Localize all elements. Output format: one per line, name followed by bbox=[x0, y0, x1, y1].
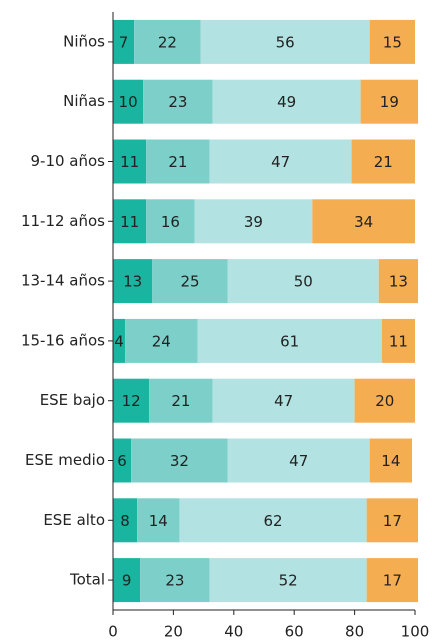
x-tick-label: 0 bbox=[108, 623, 118, 641]
bar-segment bbox=[113, 19, 135, 64]
bar-segment bbox=[194, 199, 313, 244]
data-label: 21 bbox=[168, 153, 187, 171]
data-label: 14 bbox=[381, 452, 400, 470]
data-label: 4 bbox=[114, 332, 124, 350]
data-label: 32 bbox=[170, 452, 189, 470]
x-tick-label: 100 bbox=[401, 623, 430, 641]
bar-segment bbox=[113, 318, 126, 363]
bar-segment bbox=[113, 378, 150, 423]
bar-segment bbox=[366, 498, 419, 543]
bar-segment bbox=[312, 199, 415, 244]
data-label: 11 bbox=[389, 332, 408, 350]
bar-segment bbox=[381, 318, 415, 363]
bar-segment bbox=[227, 438, 370, 483]
bar-segment bbox=[143, 79, 213, 124]
data-label: 7 bbox=[119, 33, 129, 51]
y-tick-label: 9-10 años bbox=[30, 152, 105, 170]
bar-segment bbox=[360, 79, 419, 124]
bar-segment bbox=[369, 438, 412, 483]
data-label: 23 bbox=[165, 572, 184, 590]
data-label: 39 bbox=[244, 213, 263, 231]
bar-segment bbox=[113, 259, 153, 304]
bar-segment bbox=[113, 498, 138, 543]
bar-segment bbox=[152, 259, 228, 304]
x-tick-label: 60 bbox=[285, 623, 304, 641]
bar-segment bbox=[212, 378, 355, 423]
bar-segment bbox=[146, 199, 195, 244]
bar-segment bbox=[179, 498, 367, 543]
data-label: 11 bbox=[120, 153, 139, 171]
data-label: 15 bbox=[383, 33, 402, 51]
bar-segment bbox=[113, 139, 147, 184]
y-tick-label: Total bbox=[69, 571, 105, 589]
data-label: 13 bbox=[389, 273, 408, 291]
data-label: 23 bbox=[168, 93, 187, 111]
bar-segment bbox=[197, 318, 382, 363]
data-label: 34 bbox=[354, 213, 373, 231]
data-label: 16 bbox=[161, 213, 180, 231]
data-label: 8 bbox=[120, 512, 130, 530]
data-label: 62 bbox=[264, 512, 283, 530]
data-label: 17 bbox=[383, 572, 402, 590]
data-label: 24 bbox=[152, 332, 171, 350]
y-tick-label: ESE medio bbox=[25, 451, 105, 469]
bar-segment bbox=[200, 19, 370, 64]
data-label: 52 bbox=[279, 572, 298, 590]
y-tick-label: 11-12 años bbox=[21, 212, 105, 230]
bar-segment bbox=[134, 19, 201, 64]
bar-segment bbox=[137, 498, 180, 543]
data-label: 22 bbox=[158, 33, 177, 51]
y-tick-label: ESE bajo bbox=[40, 391, 105, 409]
data-label: 17 bbox=[383, 512, 402, 530]
data-label: 12 bbox=[122, 392, 141, 410]
y-tick-label: ESE alto bbox=[43, 511, 105, 529]
data-label: 61 bbox=[280, 332, 299, 350]
bar-segment bbox=[131, 438, 228, 483]
data-label: 47 bbox=[271, 153, 290, 171]
data-label: 21 bbox=[374, 153, 393, 171]
bar-segment bbox=[378, 259, 419, 304]
data-label: 6 bbox=[117, 452, 127, 470]
bar-segment bbox=[227, 259, 379, 304]
bar-segment bbox=[366, 558, 419, 603]
data-label: 14 bbox=[149, 512, 168, 530]
data-label: 56 bbox=[276, 33, 295, 51]
data-label: 9 bbox=[122, 572, 132, 590]
x-tick-label: 40 bbox=[224, 623, 243, 641]
bar-segment bbox=[113, 438, 132, 483]
data-label: 47 bbox=[289, 452, 308, 470]
bar-segment bbox=[351, 139, 415, 184]
y-tick-label: 13-14 años bbox=[21, 272, 105, 290]
data-label: 10 bbox=[119, 93, 138, 111]
bar-segment bbox=[212, 79, 361, 124]
data-label: 11 bbox=[120, 213, 139, 231]
bar-segment bbox=[113, 558, 141, 603]
data-label: 49 bbox=[277, 93, 296, 111]
data-label: 25 bbox=[180, 273, 199, 291]
y-tick-label: 15-16 años bbox=[21, 331, 105, 349]
data-label: 13 bbox=[123, 273, 142, 291]
bar-segment bbox=[354, 378, 415, 423]
bar-segment bbox=[209, 139, 352, 184]
data-label: 19 bbox=[380, 93, 399, 111]
x-tick-label: 80 bbox=[345, 623, 364, 641]
bar-segment bbox=[209, 558, 367, 603]
data-label: 47 bbox=[274, 392, 293, 410]
bar-segment bbox=[113, 79, 144, 124]
bar-segment bbox=[125, 318, 198, 363]
data-label: 50 bbox=[294, 273, 313, 291]
data-label: 20 bbox=[375, 392, 394, 410]
bar-segment bbox=[369, 19, 415, 64]
x-tick-label: 20 bbox=[164, 623, 183, 641]
bar-segment bbox=[113, 199, 147, 244]
y-tick-label: Niños bbox=[63, 32, 105, 50]
bar-segment bbox=[140, 558, 210, 603]
data-label: 21 bbox=[171, 392, 190, 410]
bar-segment bbox=[146, 139, 210, 184]
y-tick-label: Niñas bbox=[63, 92, 105, 110]
bar-segment bbox=[149, 378, 213, 423]
